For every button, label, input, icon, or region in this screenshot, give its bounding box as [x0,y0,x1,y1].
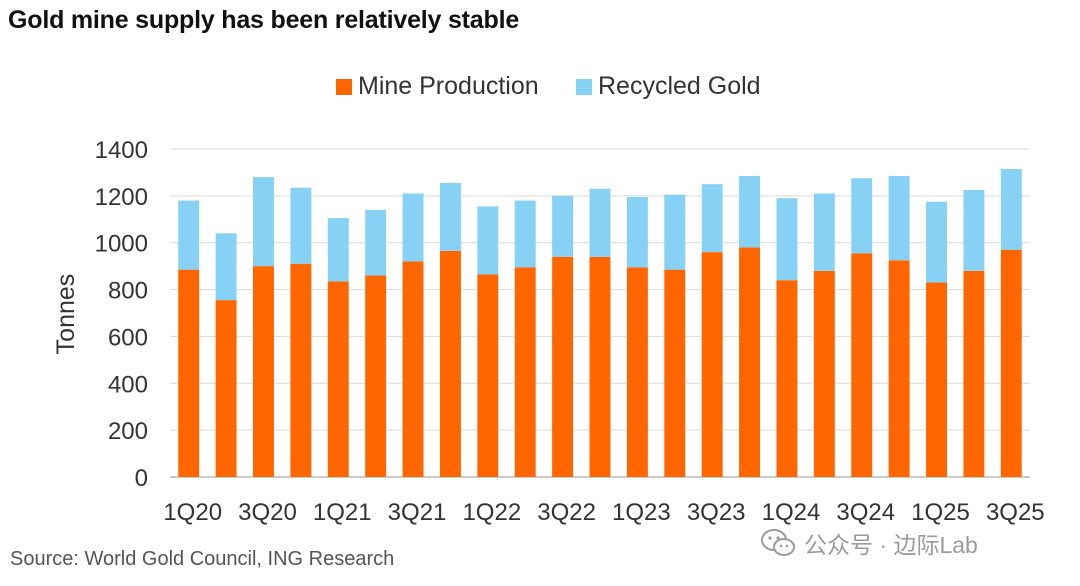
bar-recycled-gold-1q22 [477,206,499,275]
bar-mine-production-3q21 [402,261,424,477]
x-tick-label: 3Q21 [388,499,447,526]
bar-mine-production-4q22 [589,256,611,477]
y-axis-label: Tonnes [52,274,80,355]
bar-recycled-gold-1q24 [776,198,798,281]
bar-recycled-gold-3q21 [402,193,424,262]
bar-recycled-gold-3q24 [851,178,873,254]
chart-legend: Mine Production Recycled Gold [0,72,1080,108]
bar-recycled-gold-2q24 [813,193,835,271]
bar-recycled-gold-1q25 [926,201,947,283]
bar-mine-production-2q22 [514,267,536,477]
y-tick-label: 1000 [95,231,148,258]
y-tick-label: 1200 [95,184,148,211]
bar-recycled-gold-3q23 [701,184,723,253]
bar-recycled-gold-4q22 [589,188,611,257]
bar-mine-production-1q23 [626,267,648,477]
bar-recycled-gold-4q24 [888,175,910,261]
bar-mine-production-2q25 [963,270,985,477]
bar-mine-production-1q24 [776,280,798,477]
bar-recycled-gold-1q23 [626,197,648,268]
x-tick-label: 3Q23 [687,499,746,526]
bar-mine-production-2q24 [813,270,835,477]
legend-item-mine-production: Mine Production [336,72,539,101]
x-tick-label: 1Q24 [762,499,821,526]
bar-recycled-gold-3q25 [1000,168,1022,250]
bar-mine-production-3q23 [701,252,723,477]
bar-recycled-gold-2q23 [664,194,686,270]
y-tick-label: 200 [108,418,148,445]
bar-mine-production-4q24 [888,260,910,477]
bar-mine-production-3q20 [253,266,274,477]
y-axis-ticks: 0 200 400 600 800 1000 1200 1400 [95,137,148,492]
bar-recycled-gold-1q21 [327,218,349,282]
y-tick-label: 1400 [95,137,148,164]
bar-mine-production-3q25 [1000,249,1022,477]
bar-mine-production-4q20 [290,263,312,477]
watermark-text: 公众号 · 边际Lab [804,532,978,558]
x-axis-ticks: 1Q20 3Q20 1Q21 3Q21 1Q22 3Q22 1Q23 3Q23 1Q24 3Q24… [163,499,1044,526]
bar-mine-production-2q23 [664,269,686,477]
x-tick-label: 1Q21 [313,499,372,526]
bar-mine-production-1q22 [477,274,499,477]
x-tick-label: 1Q22 [462,499,521,526]
x-tick-label: 1Q23 [612,499,671,526]
legend-item-recycled-gold: Recycled Gold [576,72,761,101]
chart-title: Gold mine supply has been relatively sta… [8,6,520,34]
bar-mine-production-1q21 [327,281,349,477]
x-tick-label: 3Q25 [986,499,1045,526]
y-tick-label: 400 [108,371,148,398]
bar-recycled-gold-2q22 [514,200,536,268]
bar-mine-production-3q24 [851,253,873,477]
legend-label-recycled-gold: Recycled Gold [598,72,761,100]
x-tick-label: 1Q20 [163,499,222,526]
bar-recycled-gold-1q20 [178,200,200,270]
watermark: 公众号 · 边际Lab [760,526,978,560]
legend-swatch-mine-production [336,78,352,95]
legend-label-mine-production: Mine Production [358,72,539,100]
x-tick-label: 3Q24 [836,499,895,526]
y-tick-label: 800 [108,278,148,305]
bar-mine-production-1q20 [178,269,200,477]
bar-recycled-gold-4q21 [439,182,461,251]
bar-mine-production-4q21 [439,250,461,477]
bar-mine-production-3q22 [552,256,574,477]
bars [178,168,1022,477]
x-tick-label: 1Q25 [911,499,970,526]
x-tick-label: 3Q20 [238,499,297,526]
bar-recycled-gold-3q20 [253,177,274,267]
y-tick-label: 0 [135,465,148,492]
bar-recycled-gold-3q22 [552,195,574,257]
bar-recycled-gold-2q21 [365,209,387,276]
source-note: Source: World Gold Council, ING Research [10,548,395,570]
x-tick-label: 3Q22 [537,499,596,526]
legend-swatch-recycled-gold [576,78,592,95]
wechat-icon [761,529,795,556]
bar-mine-production-2q20 [215,300,237,477]
bar-mine-production-4q23 [739,247,761,477]
bar-recycled-gold-4q23 [739,175,761,248]
y-tick-label: 600 [108,324,148,351]
bar-recycled-gold-2q20 [215,233,237,301]
bar-mine-production-2q21 [365,275,387,477]
bar-mine-production-1q25 [926,282,947,477]
bar-recycled-gold-2q25 [963,190,985,271]
bar-recycled-gold-4q20 [290,187,312,264]
